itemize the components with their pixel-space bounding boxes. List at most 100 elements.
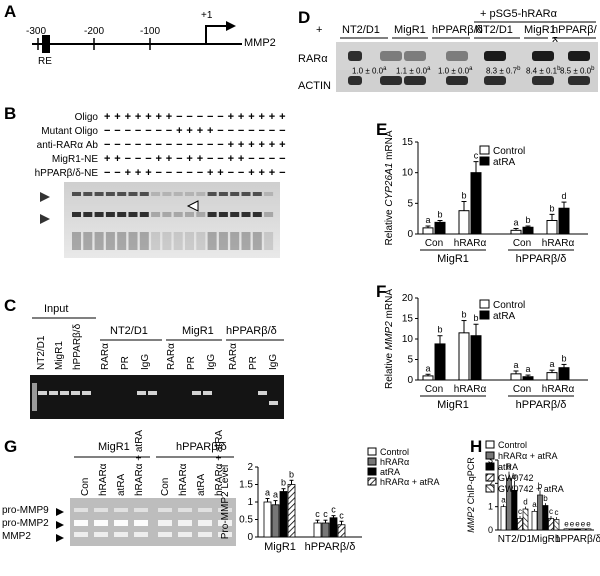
emsa-sign: − bbox=[207, 139, 214, 151]
emsa-sign: − bbox=[217, 111, 224, 123]
emsa-sign: − bbox=[268, 153, 276, 165]
emsa-free-probe bbox=[117, 232, 127, 250]
emsa-free-probe bbox=[139, 232, 149, 250]
panel-d-header-lines bbox=[340, 21, 596, 39]
y-tick-label: 0 bbox=[407, 375, 413, 386]
emsa-band-upper bbox=[128, 192, 138, 196]
emsa-sign: − bbox=[145, 125, 152, 137]
row-label-rara: RARα bbox=[298, 53, 328, 65]
emsa-free-probe bbox=[105, 232, 115, 250]
quant-value: 1.0 ± 0.0a bbox=[438, 66, 472, 76]
g-group-migr1: MigR1 bbox=[98, 441, 130, 453]
emsa-sign: − bbox=[186, 139, 193, 151]
emsa-sign: − bbox=[217, 153, 224, 165]
emsa-free-probe bbox=[151, 232, 161, 250]
emsa-sign: − bbox=[114, 125, 121, 137]
emsa-sign: − bbox=[279, 167, 286, 179]
emsa-sign: + bbox=[279, 111, 286, 123]
mmp2-band bbox=[134, 532, 148, 537]
significance-letter: a bbox=[265, 488, 270, 498]
band-label-mmp2: MMP2 bbox=[2, 531, 31, 542]
bar bbox=[522, 508, 529, 531]
tss-arrowhead bbox=[226, 21, 236, 31]
emsa-sign: − bbox=[155, 125, 162, 137]
chip-band bbox=[269, 401, 278, 405]
bar bbox=[510, 373, 522, 381]
panel-label-f: F bbox=[376, 282, 387, 301]
significance-letter: e bbox=[570, 519, 575, 528]
legend-swatch bbox=[367, 447, 377, 456]
y-tick-label: 1.5 bbox=[239, 480, 253, 491]
emsa-band-upper bbox=[72, 192, 81, 196]
emsa-band-lower bbox=[173, 212, 183, 217]
group-label: MigR1 bbox=[264, 541, 296, 553]
emsa-sign: + bbox=[155, 153, 162, 165]
bar bbox=[510, 229, 522, 235]
panel-label-g: G bbox=[4, 437, 18, 456]
significance-letter: d bbox=[561, 191, 566, 201]
y-axis-label: Pro-MMP2 Level bbox=[220, 465, 231, 539]
vector-label: + pSG5-hRARα bbox=[480, 8, 557, 20]
emsa-band-lower bbox=[151, 212, 161, 217]
legend-swatch bbox=[485, 462, 495, 471]
western-blot-image bbox=[336, 42, 598, 92]
quant-letter: a bbox=[427, 66, 431, 72]
emsa-sign: − bbox=[176, 167, 183, 179]
emsa-sign: + bbox=[237, 153, 245, 165]
emsa-row-label: Mutant Oligo bbox=[41, 126, 98, 137]
significance-letter: b bbox=[437, 325, 442, 335]
emsa-sign: − bbox=[248, 125, 255, 137]
significance-letter: b bbox=[437, 210, 442, 220]
emsa-sign: + bbox=[165, 111, 173, 123]
emsa-sign: − bbox=[165, 139, 173, 151]
emsa-sign: + bbox=[258, 111, 265, 123]
quant-number: 1.1 ± 0.0 bbox=[396, 66, 428, 76]
category-label: hRARα bbox=[454, 384, 487, 395]
emsa-sign: − bbox=[104, 167, 111, 179]
emsa-sign: − bbox=[258, 153, 265, 165]
pro-mmp2-band bbox=[218, 520, 232, 526]
quant-number: 8.3 ± 0.7 bbox=[486, 66, 518, 76]
panel-c-lines bbox=[32, 317, 284, 341]
emsa-sign: + bbox=[268, 139, 276, 151]
category-label: hRARα bbox=[542, 238, 575, 249]
significance-letter: a bbox=[425, 215, 430, 225]
quant-letter: a bbox=[469, 66, 473, 72]
significance-letter: a bbox=[425, 363, 430, 373]
emsa-sign: − bbox=[186, 167, 193, 179]
emsa-sign: + bbox=[217, 167, 224, 179]
emsa-sign: − bbox=[145, 153, 152, 165]
pro-mmp9-band bbox=[198, 508, 212, 512]
legend-label: atRA bbox=[498, 462, 518, 472]
bar bbox=[569, 528, 575, 531]
emsa-sign: − bbox=[258, 125, 265, 137]
emsa-sign: − bbox=[145, 139, 152, 151]
category-label: Con bbox=[425, 238, 443, 249]
d-header-nt2d1: NT2/D1 bbox=[342, 24, 380, 36]
significance-letter: b bbox=[525, 215, 530, 225]
emsa-free-probe bbox=[207, 232, 217, 250]
emsa-band-upper bbox=[207, 192, 217, 196]
emsa-sign: − bbox=[176, 153, 183, 165]
emsa-sign: − bbox=[207, 111, 214, 123]
bar bbox=[422, 227, 434, 235]
pro-mmp2-band bbox=[114, 520, 128, 526]
significance-letter: c bbox=[315, 509, 320, 519]
bar bbox=[563, 528, 570, 531]
y-tick-label: 2 bbox=[488, 478, 493, 488]
emsa-free-probe bbox=[252, 232, 262, 250]
group-label-migr1: MigR1 bbox=[182, 325, 214, 337]
chip-gel-image bbox=[30, 375, 284, 419]
bar bbox=[585, 528, 592, 531]
significance-letter: b bbox=[473, 313, 478, 323]
significance-letter: c bbox=[323, 509, 328, 519]
promoter-line-svg bbox=[32, 21, 242, 53]
quant-value: 8.5 ± 0.0b bbox=[560, 66, 594, 76]
bar bbox=[321, 522, 330, 538]
response-element-box bbox=[42, 35, 50, 53]
group-label-hppar: hPPARβ/δ bbox=[226, 325, 277, 337]
significance-letter: e bbox=[575, 519, 580, 528]
bar bbox=[500, 506, 507, 531]
